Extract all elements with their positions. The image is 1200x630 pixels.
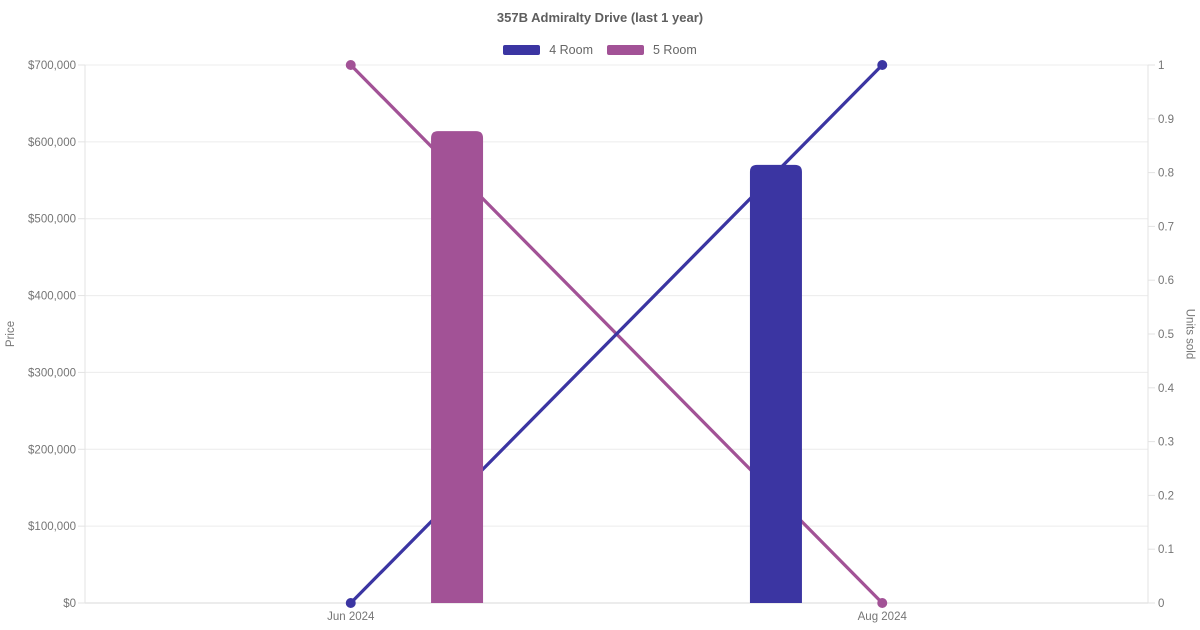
legend: 4 Room 5 Room: [0, 41, 1200, 59]
point-5-room-aug-2024[interactable]: [877, 598, 888, 608]
left-axis-tick-label: $600,000: [28, 137, 76, 149]
right-axis-tick-label: 0.1: [1158, 544, 1174, 556]
legend-swatch-5-room: [607, 45, 644, 55]
right-axis-tick-label: 0.9: [1158, 114, 1174, 126]
point-5-room-jun-2024[interactable]: [345, 60, 356, 70]
chart-title: 357B Admiralty Drive (last 1 year): [496, 10, 704, 25]
legend-item-4-room[interactable]: 4 Room: [503, 43, 593, 57]
left-axis-tick-label: $0: [63, 598, 76, 610]
right-axis-tick-label: 0.6: [1158, 275, 1174, 287]
left-axis-tick-label: $200,000: [28, 444, 76, 456]
right-axis-tick-label: 0.2: [1158, 490, 1174, 502]
bar-4-room-aug-2024[interactable]: [749, 164, 802, 603]
left-axis-tick-label: $400,000: [28, 291, 76, 303]
right-axis-tick-label: 0.3: [1158, 437, 1174, 449]
right-axis-tick-label: 0: [1158, 598, 1164, 610]
left-axis-tick-label: $100,000: [28, 521, 76, 533]
left-axis-tick-label: $500,000: [28, 214, 76, 226]
legend-label-5-room: 5 Room: [653, 43, 697, 57]
right-axis-tick-label: 0.4: [1158, 383, 1175, 395]
legend-label-4-room: 4 Room: [549, 43, 593, 57]
legend-swatch-4-room: [503, 45, 541, 55]
left-axis-tick-label: $700,000: [28, 60, 76, 72]
point-4-room-jun-2024[interactable]: [345, 598, 356, 608]
right-axis-tick-label: 1: [1158, 60, 1164, 72]
right-axis-tick-label: 0.7: [1158, 221, 1174, 233]
x-axis-label-aug-2024: Aug 2024: [858, 611, 908, 623]
bar-5-room-jun-2024[interactable]: [431, 131, 484, 603]
legend-item-5-room[interactable]: 5 Room: [607, 43, 697, 57]
right-axis-tick-label: 0.8: [1158, 168, 1174, 180]
x-axis-label-jun-2024: Jun 2024: [327, 611, 375, 623]
right-axis-tick-label: 0.5: [1158, 329, 1174, 341]
left-axis-tick-label: $300,000: [28, 367, 76, 379]
point-4-room-aug-2024[interactable]: [877, 60, 888, 70]
